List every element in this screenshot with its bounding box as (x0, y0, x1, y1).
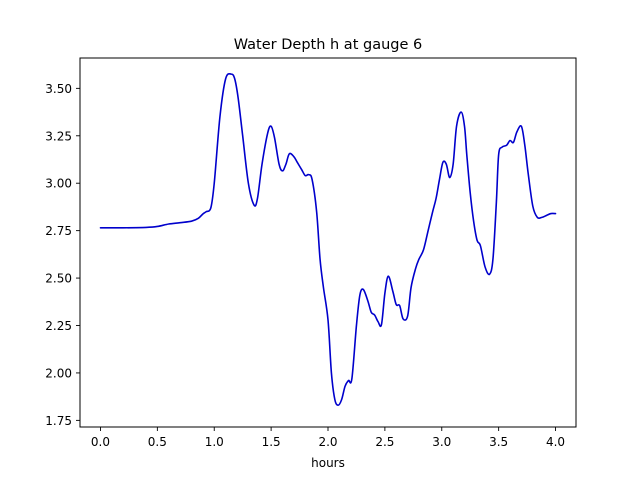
x-tick-label: 3.0 (432, 435, 451, 449)
x-axis-label: hours (311, 456, 345, 470)
y-tick-label: 3.50 (45, 82, 72, 96)
x-tick-label: 2.5 (375, 435, 394, 449)
x-axis: 0.0 0.5 1.0 1.5 2.0 2.5 3.0 3.5 4.0 (91, 427, 565, 449)
y-tick-label: 2.25 (45, 319, 72, 333)
plot-area (79, 57, 577, 428)
chart-title: Water Depth h at gauge 6 (234, 37, 422, 53)
x-tick-label: 1.0 (205, 435, 224, 449)
x-tick-label: 1.5 (262, 435, 281, 449)
x-tick-label: 0.5 (148, 435, 167, 449)
x-tick-label: 0.0 (91, 435, 110, 449)
series-line-water-depth (99, 72, 557, 406)
y-tick-label: 3.00 (45, 177, 72, 191)
y-tick-label: 2.75 (45, 224, 72, 238)
x-tick-label: 4.0 (546, 435, 565, 449)
y-tick-label: 2.00 (45, 366, 72, 380)
y-tick-label: 3.25 (45, 129, 72, 143)
x-tick-label: 2.0 (318, 435, 337, 449)
plot-frame (79, 57, 577, 428)
x-tick-label: 3.5 (489, 435, 508, 449)
y-tick-label: 2.50 (45, 272, 72, 286)
y-tick-label: 1.75 (45, 414, 72, 428)
y-axis: 1.75 2.00 2.25 2.50 2.75 3.00 3.25 3.50 (45, 82, 80, 428)
